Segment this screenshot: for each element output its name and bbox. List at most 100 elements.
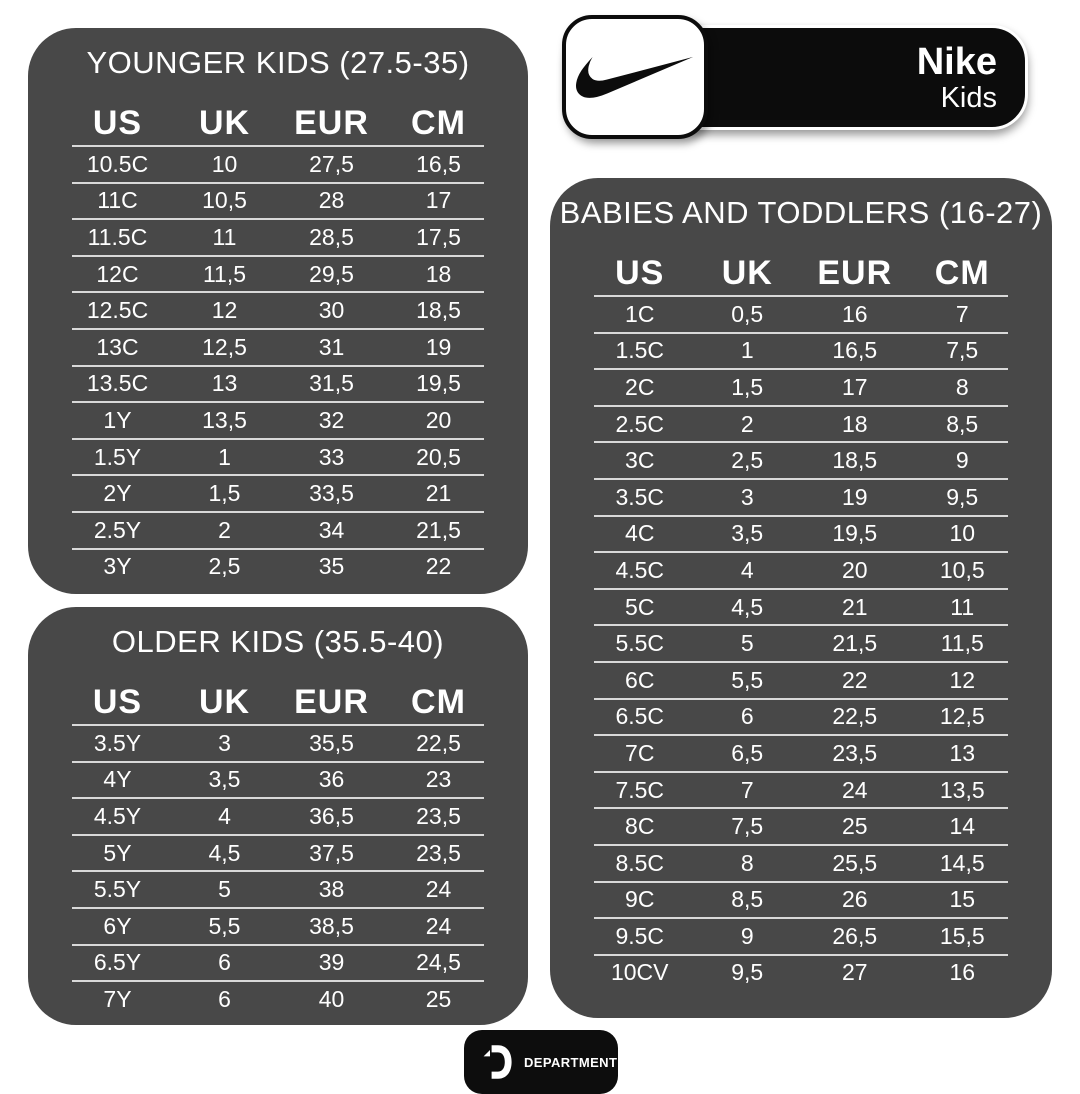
cell-uk: 7 (740, 776, 754, 803)
cell-us: 1C (625, 300, 655, 327)
panel-title-older-kids: OLDER KIDS (35.5-40) (111, 624, 445, 659)
column-header-eur: EUR (817, 254, 893, 292)
cell-eur: 22 (841, 666, 868, 693)
cell-us: 10CV (610, 959, 669, 986)
cell-uk: 11,5 (202, 260, 247, 287)
cell-uk: 3,5 (731, 520, 764, 547)
cell-uk: 12 (211, 297, 238, 324)
table-row: 2Y 1,5 33,5 21 (64, 474, 492, 512)
table-row: 9.5C 9 26,5 15,5 (586, 917, 1016, 955)
cell-uk: 10,5 (202, 187, 247, 214)
cell-cm: 24 (425, 912, 452, 939)
cell-eur: 26,5 (832, 922, 878, 949)
cell-us: 5.5C (615, 630, 665, 657)
cell-eur: 38,5 (309, 912, 354, 939)
cell-uk: 13 (211, 370, 238, 397)
cell-uk: 6 (740, 703, 754, 730)
cell-cm: 12 (949, 666, 976, 693)
size-table-body: 1C 0,5 16 7 1.5C 1 16,5 7,5 2C 1,5 17 8 … (550, 295, 1052, 992)
cell-us: 4C (625, 520, 655, 547)
cell-eur: 30 (318, 297, 345, 324)
cell-us: 7.5C (615, 776, 665, 803)
cell-us: 8.5C (615, 849, 665, 876)
table-row: 7.5C 7 24 13,5 (586, 770, 1016, 809)
cell-us: 3Y (103, 553, 132, 580)
cell-eur: 16 (841, 300, 868, 327)
cell-eur: 27 (841, 959, 868, 986)
cell-cm: 13,5 (939, 776, 985, 803)
cell-eur: 31 (318, 333, 345, 360)
column-header-cm: CM (411, 104, 466, 142)
cell-cm: 18,5 (416, 297, 461, 324)
column-header-uk: UK (721, 254, 773, 292)
cell-uk: 1,5 (208, 480, 241, 507)
table-row: 7C 6,5 23,5 13 (586, 734, 1016, 772)
cell-uk: 9 (740, 922, 754, 949)
cell-cm: 18 (425, 260, 452, 287)
cell-cm: 24,5 (416, 949, 461, 976)
cell-us: 1Y (103, 406, 132, 433)
cell-eur: 35 (318, 553, 345, 580)
cell-eur: 36,5 (309, 802, 354, 829)
cell-us: 11C (97, 187, 138, 214)
cell-uk: 5,5 (731, 666, 764, 693)
table-row: 5.5C 5 21,5 11,5 (586, 624, 1016, 662)
department-label: DEPARTMENT (524, 1054, 618, 1070)
cell-cm: 7 (955, 300, 969, 327)
table-row: 1Y 13,5 32 20 (64, 401, 492, 439)
cell-uk: 3,5 (208, 766, 241, 793)
nike-swoosh-icon (562, 15, 708, 139)
cell-us: 12C (96, 260, 139, 287)
cell-cm: 16 (949, 959, 976, 986)
table-row: 10CV 9,5 27 16 (586, 953, 1016, 992)
table-row: 6Y 5,5 38,5 24 (64, 906, 492, 945)
cell-eur: 38 (318, 876, 345, 903)
brand-name: Nike (916, 40, 997, 83)
column-header-cm: CM (411, 683, 466, 721)
table-row: 4Y 3,5 36 23 (64, 760, 492, 799)
cell-uk: 1 (218, 443, 231, 470)
cell-uk: 2 (218, 516, 231, 543)
cell-cm: 11,5 (940, 630, 984, 657)
cell-eur: 35,5 (309, 729, 354, 756)
cell-uk: 4 (740, 556, 754, 583)
table-row: 3.5C 3 19 9,5 (586, 477, 1016, 516)
cell-uk: 8,5 (731, 886, 764, 913)
cell-eur: 33 (318, 443, 345, 470)
cell-us: 6C (625, 666, 655, 693)
cell-us: 1.5C (615, 337, 665, 364)
cell-cm: 9 (955, 447, 969, 474)
cell-uk: 8 (740, 849, 754, 876)
cell-us: 2C (625, 373, 655, 400)
cell-uk: 12,5 (202, 333, 247, 360)
table-row: 11.5C 11 28,5 17,5 (64, 218, 492, 256)
cell-uk: 4 (218, 802, 231, 829)
table-row: 8.5C 8 25,5 14,5 (586, 843, 1016, 882)
cell-uk: 6,5 (731, 739, 764, 766)
panel-older-kids: OLDER KIDS (35.5-40) US UK EUR CM 3.5Y 3… (28, 607, 528, 1025)
cell-cm: 14 (949, 813, 976, 840)
cell-us: 6.5C (615, 703, 665, 730)
cell-cm: 15,5 (939, 922, 985, 949)
cell-uk: 11 (212, 223, 237, 250)
cell-uk: 5,5 (208, 912, 241, 939)
table-row: 1C 0,5 16 7 (586, 295, 1016, 333)
table-row: 4.5Y 4 36,5 23,5 (64, 797, 492, 835)
cell-us: 10.5C (86, 150, 149, 177)
cell-cm: 24 (425, 876, 452, 903)
cell-eur: 23,5 (832, 739, 878, 766)
cell-uk: 4,5 (208, 839, 241, 866)
cell-cm: 17 (425, 187, 452, 214)
cell-uk: 2,5 (731, 447, 764, 474)
cell-cm: 21,5 (416, 516, 461, 543)
cell-eur: 18,5 (832, 447, 878, 474)
table-row: 4C 3,5 19,5 10 (586, 514, 1016, 553)
cell-us: 6.5Y (93, 949, 142, 976)
table-row: 4.5C 4 20 10,5 (586, 551, 1016, 589)
brand-text: Nike Kids (917, 42, 997, 114)
cell-us: 7Y (103, 985, 132, 1012)
table-row: 6C 5,5 22 12 (586, 660, 1016, 699)
cell-cm: 15 (949, 886, 976, 913)
table-row: 2.5C 2 18 8,5 (586, 404, 1016, 443)
cell-uk: 6 (218, 985, 231, 1012)
